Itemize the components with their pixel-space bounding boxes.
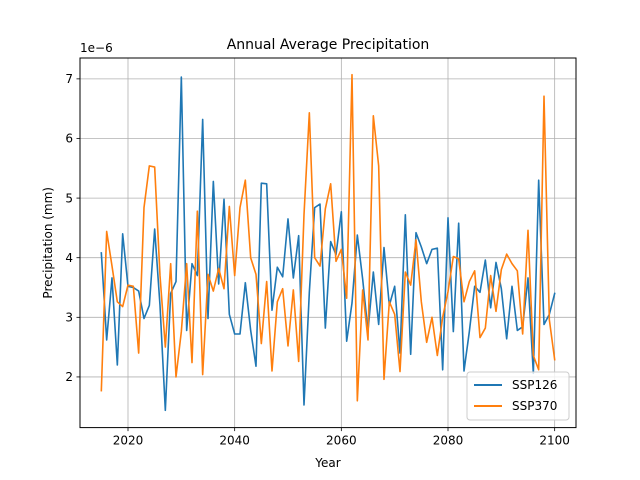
x-axis-label: Year [314, 456, 340, 470]
series-layer [100, 73, 556, 412]
x-tick-label: 2100 [539, 434, 570, 448]
y-tick-label: 4 [65, 251, 73, 265]
x-tick-label: 2080 [433, 434, 464, 448]
y-tick-label: 7 [65, 72, 73, 86]
series-line-ssp126 [100, 76, 556, 412]
legend: SSP126 SSP370 [466, 371, 570, 421]
legend-label-ssp370: SSP370 [512, 399, 557, 413]
x-tick-label: 2020 [113, 434, 144, 448]
y-tick-label: 2 [65, 370, 73, 384]
y-axis-scale-label: 1e−6 [80, 41, 113, 55]
y-axis-label: Precipitation (mm) [41, 187, 55, 299]
plot-frame [79, 57, 577, 429]
x-tick-label: 2060 [326, 434, 357, 448]
y-tick-label: 3 [65, 311, 73, 325]
grid [80, 58, 576, 428]
y-axis: 2 3 4 5 6 7 [65, 72, 80, 384]
chart-title: Annual Average Precipitation [227, 37, 430, 53]
x-axis: 2020 2040 2060 2080 2100 [113, 427, 570, 448]
y-tick-label: 6 [65, 132, 73, 146]
y-tick-label: 5 [65, 191, 73, 205]
series-line-ssp370 [100, 73, 556, 402]
x-tick-label: 2040 [219, 434, 250, 448]
legend-label-ssp126: SSP126 [512, 378, 557, 392]
